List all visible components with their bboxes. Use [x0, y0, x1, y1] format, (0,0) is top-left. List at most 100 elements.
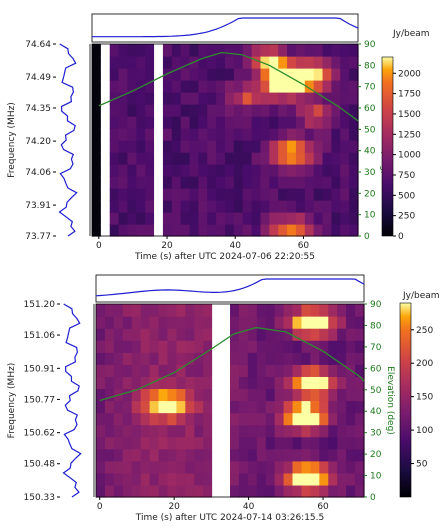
y-tick-label: 150.91 — [24, 364, 56, 374]
heatmap-cell — [292, 388, 303, 402]
heatmap-cell — [216, 140, 226, 153]
heatmap-cell — [180, 212, 191, 225]
heatmap-cell — [304, 92, 315, 105]
heatmap-cell — [251, 116, 262, 129]
heatmap-cell — [171, 44, 182, 57]
heatmap-cell — [295, 212, 306, 225]
heatmap-cell — [331, 56, 341, 69]
heatmap-cell — [322, 188, 332, 201]
x-tick-label: 0 — [97, 502, 103, 512]
heatmap-cell — [328, 340, 338, 353]
elevation-axis-label: Elevation (deg) — [385, 366, 395, 435]
heatmap-cell — [283, 460, 294, 474]
heatmap-cell — [194, 412, 204, 426]
heatmap-cell — [328, 424, 338, 438]
heatmap-cell — [221, 316, 231, 329]
heatmap-cell — [158, 448, 169, 462]
heatmap-cell — [203, 364, 213, 377]
heatmap-cell — [340, 56, 350, 69]
heatmap-cell — [304, 152, 315, 165]
heatmap-cell — [203, 424, 213, 438]
heatmap-cell — [167, 316, 177, 329]
heatmap-cell — [337, 424, 347, 438]
heatmap-cell — [127, 92, 137, 105]
heatmap-cell — [127, 68, 137, 81]
heatmap-cell — [127, 212, 137, 225]
heatmap-cell — [140, 340, 151, 353]
heatmap-cell — [118, 104, 129, 117]
heatmap-cell — [247, 316, 258, 329]
heatmap-cell — [221, 376, 231, 390]
heatmap-cell — [158, 304, 169, 317]
heatmap-cell — [158, 364, 169, 377]
heatmap-cell — [230, 376, 240, 390]
heatmap-cell — [216, 104, 226, 117]
heatmap-cell — [136, 140, 146, 153]
heatmap-cell — [242, 104, 253, 117]
heatmap-cell — [310, 304, 320, 317]
heatmap-cell — [167, 472, 177, 486]
heatmap-cell — [346, 436, 356, 450]
heatmap-cell — [198, 200, 208, 213]
heatmap-cell — [269, 92, 279, 105]
heatmap-cell — [247, 424, 258, 438]
heatmap-cell — [274, 400, 285, 414]
heatmap-cell — [100, 140, 111, 153]
heatmap-cell — [260, 104, 270, 117]
heatmap-cell — [96, 460, 106, 474]
heatmap-cell — [292, 340, 303, 353]
heatmap-cell — [340, 68, 350, 81]
heatmap-cell — [149, 388, 160, 402]
heatmap-cell — [149, 376, 160, 390]
heatmap-cell — [233, 188, 244, 201]
heatmap-cell — [216, 128, 226, 141]
heatmap-cell — [349, 140, 359, 153]
heatmap-cell — [265, 316, 276, 329]
heatmap-cell — [96, 352, 106, 365]
heatmap-cell — [278, 140, 288, 153]
heatmap-cell — [238, 340, 249, 353]
heatmap-cell — [265, 304, 276, 317]
heatmap-cell — [100, 188, 111, 201]
heatmap-cell — [230, 316, 240, 329]
heatmap-cell — [149, 352, 160, 365]
heatmap-cell — [189, 104, 199, 117]
heatmap-cell — [247, 400, 258, 414]
heatmap-cell — [158, 436, 169, 450]
heatmap-cell — [194, 352, 204, 365]
heatmap-cell — [207, 224, 217, 237]
heatmap-cell — [265, 328, 276, 341]
heatmap-cell — [171, 104, 182, 117]
heatmap-cell — [167, 448, 177, 462]
heatmap-cell — [287, 140, 297, 153]
elevation-tick-label: 40 — [370, 407, 382, 417]
heatmap-cell — [92, 164, 102, 177]
heatmap-cell — [203, 388, 213, 402]
heatmap-cell — [355, 352, 365, 365]
heatmap-cell — [301, 424, 311, 438]
heatmap-cell — [322, 164, 332, 177]
heatmap-cell — [242, 80, 253, 93]
heatmap-cell — [167, 352, 177, 365]
heatmap-cell — [127, 176, 137, 189]
heatmap-cell — [337, 436, 347, 450]
heatmap-cell — [304, 200, 315, 213]
heatmap-cell — [162, 176, 173, 189]
heatmap-cell — [233, 92, 244, 105]
heatmap-cell — [242, 56, 253, 69]
heatmap-cell — [207, 56, 217, 69]
heatmap-cell — [180, 56, 191, 69]
heatmap-cell — [140, 388, 151, 402]
heatmap-cell — [238, 364, 249, 377]
heatmap-cell — [149, 412, 160, 426]
heatmap-cell — [251, 176, 262, 189]
heatmap-cell — [337, 364, 347, 377]
heatmap-cell — [104, 448, 115, 462]
heatmap-cell — [140, 460, 151, 474]
heatmap-cell — [310, 412, 320, 426]
heatmap-cell — [189, 140, 199, 153]
heatmap-cell — [185, 460, 195, 474]
heatmap-cell — [145, 80, 155, 93]
heatmap-cell — [212, 388, 222, 402]
